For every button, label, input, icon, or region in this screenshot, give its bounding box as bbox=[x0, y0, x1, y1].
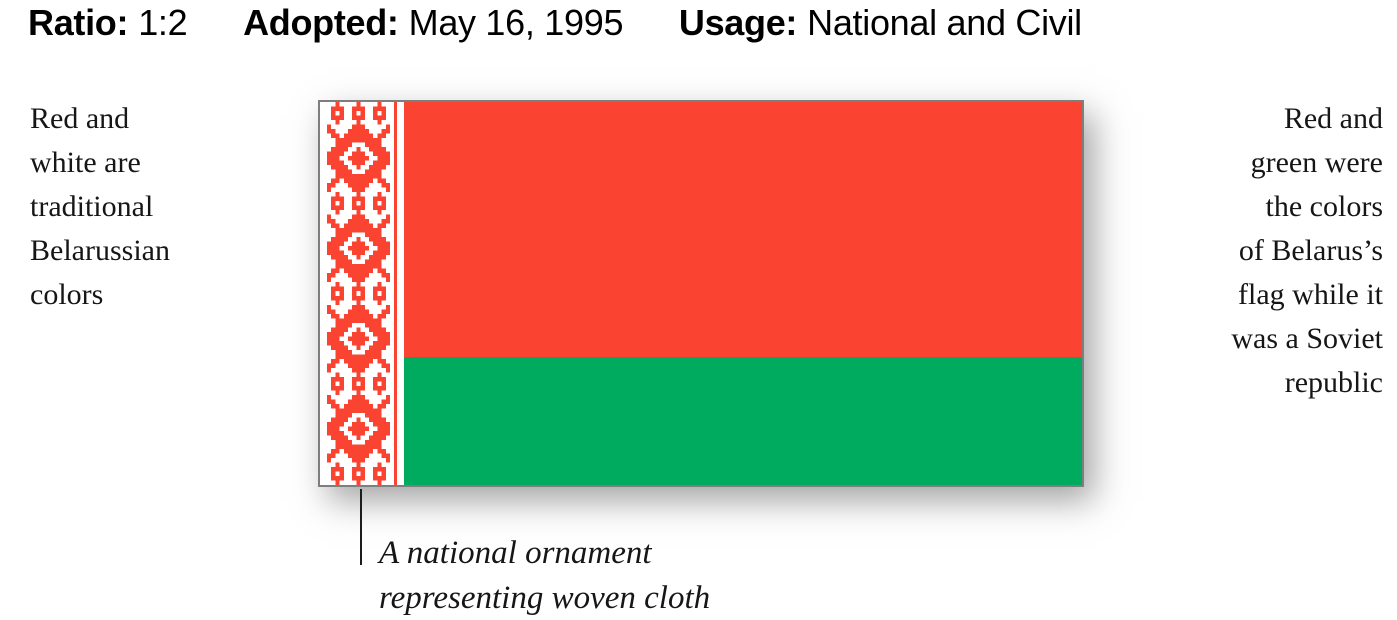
right-note-line: Red and bbox=[1283, 102, 1383, 135]
right-note-line: flag while it bbox=[1238, 278, 1383, 311]
flag-meta-line: Ratio: 1:2 Adopted: May 16, 1995 Usage: Nat… bbox=[28, 2, 1128, 44]
annotation-line: representing woven cloth bbox=[379, 580, 711, 616]
green-band bbox=[404, 356, 1082, 485]
adopted-meta: Adopted: May 16, 1995 bbox=[243, 2, 623, 43]
left-note-line: Red and bbox=[30, 102, 130, 135]
red-band bbox=[404, 102, 1082, 357]
right-note-line: the colors bbox=[1265, 190, 1383, 223]
annotation-line: A national ornament bbox=[379, 535, 652, 571]
right-note-line: republic bbox=[1284, 366, 1383, 399]
annotation-callout-line bbox=[360, 489, 362, 565]
usage-label: Usage: bbox=[678, 2, 798, 43]
ratio-meta: Ratio: 1:2 bbox=[28, 2, 188, 43]
right-note-line: of Belarus’s bbox=[1238, 234, 1383, 267]
adopted-label: Adopted: bbox=[243, 2, 399, 43]
hoist-red-stripe bbox=[394, 102, 397, 485]
left-margin-note: Red and white are traditional Belarussia… bbox=[30, 97, 170, 317]
left-note-line: traditional bbox=[30, 190, 154, 223]
adopted-value: May 16, 1995 bbox=[408, 2, 624, 43]
usage-meta: Usage: National and Civil bbox=[679, 2, 1082, 43]
left-note-line: white are bbox=[30, 146, 141, 179]
right-margin-note: Red and green were the colors of Belarus… bbox=[1231, 97, 1383, 405]
left-note-line: Belarussian bbox=[30, 234, 170, 267]
flag-field bbox=[404, 102, 1082, 485]
left-note-line: colors bbox=[30, 278, 104, 311]
ornament-annotation: A national ornament representing woven c… bbox=[379, 531, 710, 620]
hoist-ornament-strip bbox=[320, 102, 404, 485]
usage-value: National and Civil bbox=[807, 2, 1082, 43]
hoist-white-gap bbox=[390, 102, 394, 485]
belarus-flag-image bbox=[318, 100, 1084, 487]
ratio-label: Ratio: bbox=[28, 2, 129, 43]
hoist-white-margin-inner bbox=[397, 102, 404, 485]
hoist-white-margin bbox=[320, 102, 327, 485]
right-note-line: was a Soviet bbox=[1231, 322, 1383, 355]
ratio-value: 1:2 bbox=[138, 2, 188, 43]
woven-ornament-pattern bbox=[327, 102, 390, 485]
right-note-line: green were bbox=[1250, 146, 1383, 179]
